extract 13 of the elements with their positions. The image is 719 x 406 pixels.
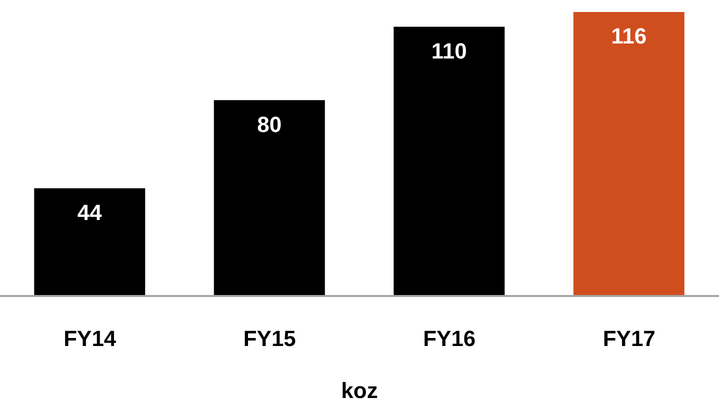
bar	[214, 100, 325, 296]
data-label: 80	[257, 112, 282, 137]
data-label: 110	[431, 38, 467, 64]
bar	[394, 26, 505, 296]
data-label: 44	[77, 200, 103, 225]
x-tick-label: FY17	[602, 326, 656, 351]
bar	[573, 12, 684, 296]
x-axis-title: koz	[341, 378, 378, 403]
x-tick-label: FY16	[423, 326, 476, 351]
data-label: 116	[611, 24, 647, 49]
x-tick-label: FY15	[243, 326, 296, 351]
bar	[34, 188, 146, 296]
x-tick-label: FY14	[64, 326, 117, 351]
